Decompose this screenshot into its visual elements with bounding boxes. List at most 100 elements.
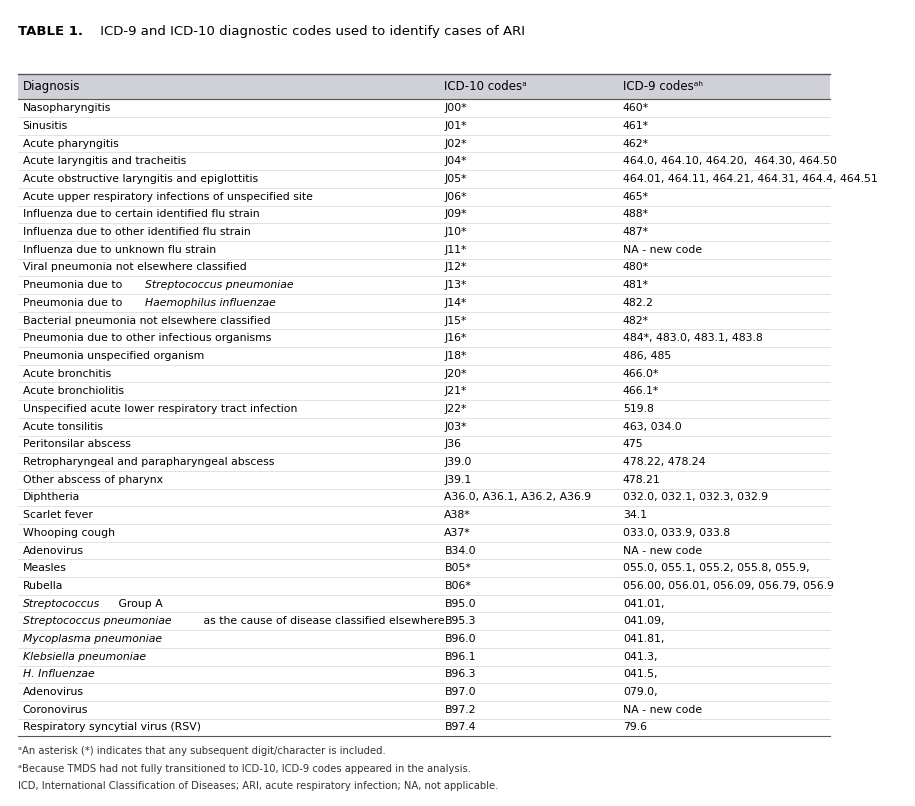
Bar [18, 330, 830, 347]
Text: Streptococcus: Streptococcus [23, 599, 100, 609]
Text: 041.81,: 041.81, [623, 634, 664, 644]
Text: Acute upper respiratory infections of unspecified site: Acute upper respiratory infections of un… [23, 192, 312, 202]
Text: 460*: 460* [623, 103, 649, 113]
Text: 041.3,: 041.3, [623, 652, 657, 662]
Bar [18, 152, 830, 170]
Text: 487*: 487* [623, 227, 649, 237]
Text: J04*: J04* [445, 156, 467, 166]
Text: J01*: J01* [445, 121, 467, 131]
Bar [18, 719, 830, 737]
Text: TABLE 1.: TABLE 1. [18, 26, 83, 39]
Text: J13*: J13* [445, 280, 467, 290]
Text: J10*: J10* [445, 227, 467, 237]
Text: B34.0: B34.0 [445, 546, 476, 555]
Text: 482*: 482* [623, 315, 649, 326]
Text: J36: J36 [445, 439, 461, 450]
Text: J22*: J22* [445, 404, 467, 414]
Text: 056.00, 056.01, 056.09, 056.79, 056.9: 056.00, 056.01, 056.09, 056.79, 056.9 [623, 581, 834, 591]
Text: B97.4: B97.4 [445, 722, 476, 733]
Text: Acute obstructive laryngitis and epiglottitis: Acute obstructive laryngitis and epiglot… [23, 174, 258, 184]
Bar [18, 294, 830, 312]
Bar [18, 683, 830, 701]
Text: Acute pharyngitis: Acute pharyngitis [23, 139, 118, 148]
Bar [18, 206, 830, 223]
Bar [18, 524, 830, 542]
Text: Pneumonia due to: Pneumonia due to [23, 280, 125, 290]
Text: 478.22, 478.24: 478.22, 478.24 [623, 457, 705, 467]
Text: J02*: J02* [445, 139, 467, 148]
Text: as the cause of disease classified elsewhere: as the cause of disease classified elsew… [199, 617, 445, 626]
Bar [18, 383, 830, 400]
Text: Haemophilus influenzae: Haemophilus influenzae [145, 298, 276, 308]
Text: Sinusitis: Sinusitis [23, 121, 68, 131]
Text: Rubella: Rubella [23, 581, 63, 591]
Text: J09*: J09* [445, 210, 467, 219]
Bar [18, 701, 830, 719]
Text: ICD-10 codesᵃ: ICD-10 codesᵃ [445, 80, 527, 93]
Bar [18, 542, 830, 559]
Text: 041.01,: 041.01, [623, 599, 664, 609]
Text: Acute bronchitis: Acute bronchitis [23, 368, 111, 379]
Bar [18, 471, 830, 488]
Text: J05*: J05* [445, 174, 467, 184]
Text: B97.0: B97.0 [445, 687, 476, 697]
Text: J11*: J11* [445, 245, 467, 255]
Text: Whooping cough: Whooping cough [23, 528, 114, 538]
Bar [18, 347, 830, 365]
Text: 475: 475 [623, 439, 643, 450]
Text: NA - new code: NA - new code [623, 245, 702, 255]
Text: J21*: J21* [445, 386, 467, 397]
Text: Other abscess of pharynx: Other abscess of pharynx [23, 475, 163, 484]
Text: 033.0, 033.9, 033.8: 033.0, 033.9, 033.8 [623, 528, 730, 538]
Text: 055.0, 055.1, 055.2, 055.8, 055.9,: 055.0, 055.1, 055.2, 055.8, 055.9, [623, 563, 810, 573]
Bar [18, 73, 830, 99]
Text: B96.0: B96.0 [445, 634, 476, 644]
Text: Peritonsilar abscess: Peritonsilar abscess [23, 439, 131, 450]
Text: B97.2: B97.2 [445, 704, 476, 715]
Bar [18, 577, 830, 595]
Text: 482.2: 482.2 [623, 298, 653, 308]
Bar [18, 241, 830, 259]
Text: Mycoplasma pneumoniae: Mycoplasma pneumoniae [23, 634, 162, 644]
Text: Diagnosis: Diagnosis [23, 80, 80, 93]
Bar [18, 188, 830, 206]
Text: 79.6: 79.6 [623, 722, 647, 733]
Text: Retropharyngeal and parapharyngeal abscess: Retropharyngeal and parapharyngeal absce… [23, 457, 274, 467]
Text: Measles: Measles [23, 563, 67, 573]
Text: J39.0: J39.0 [445, 457, 472, 467]
Bar [18, 488, 830, 506]
Text: 480*: 480* [623, 263, 649, 272]
Bar [18, 418, 830, 435]
Text: J03*: J03* [445, 422, 467, 432]
Text: 461*: 461* [623, 121, 649, 131]
Text: Acute bronchiolitis: Acute bronchiolitis [23, 386, 124, 397]
Text: 041.09,: 041.09, [623, 617, 664, 626]
Text: NA - new code: NA - new code [623, 546, 702, 555]
Text: Streptococcus pneumoniae: Streptococcus pneumoniae [23, 617, 171, 626]
Text: NA - new code: NA - new code [623, 704, 702, 715]
Text: Adenovirus: Adenovirus [23, 546, 83, 555]
Text: Adenovirus: Adenovirus [23, 687, 83, 697]
Text: Klebsiella pneumoniae: Klebsiella pneumoniae [23, 652, 145, 662]
Text: Unspecified acute lower respiratory tract infection: Unspecified acute lower respiratory trac… [23, 404, 296, 414]
Text: 34.1: 34.1 [623, 510, 647, 520]
Text: J06*: J06* [445, 192, 467, 202]
Text: B95.3: B95.3 [445, 617, 476, 626]
Text: Streptococcus pneumoniae: Streptococcus pneumoniae [145, 280, 294, 290]
Text: 032.0, 032.1, 032.3, 032.9: 032.0, 032.1, 032.3, 032.9 [623, 492, 768, 502]
Text: 484*, 483.0, 483.1, 483.8: 484*, 483.0, 483.1, 483.8 [623, 333, 762, 343]
Bar [18, 276, 830, 294]
Bar [18, 400, 830, 418]
Bar [18, 453, 830, 471]
Bar [18, 666, 830, 683]
Text: B96.3: B96.3 [445, 670, 476, 679]
Bar [18, 259, 830, 276]
Text: 041.5,: 041.5, [623, 670, 657, 679]
Text: 466.0*: 466.0* [623, 368, 659, 379]
Text: ᵃBecause TMDS had not fully transitioned to ICD-10, ICD-9 codes appeared in the : ᵃBecause TMDS had not fully transitioned… [18, 763, 471, 774]
Bar [18, 365, 830, 383]
Bar [18, 117, 830, 135]
Text: 481*: 481* [623, 280, 649, 290]
Text: Pneumonia unspecified organism: Pneumonia unspecified organism [23, 351, 204, 361]
Text: H. Influenzae: H. Influenzae [23, 670, 94, 679]
